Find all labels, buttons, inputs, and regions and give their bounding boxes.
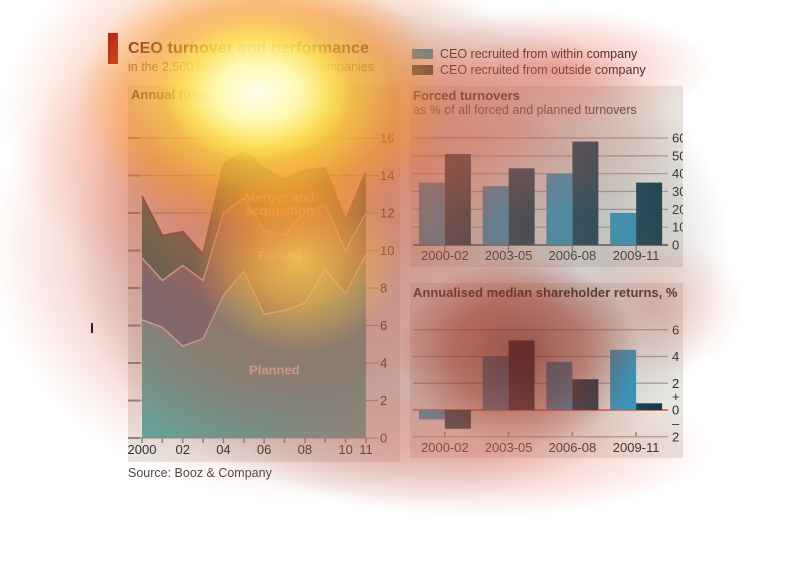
svg-text:6: 6 bbox=[672, 322, 679, 337]
panel-title: Forced turnovers bbox=[413, 88, 520, 103]
svg-text:30: 30 bbox=[672, 184, 683, 199]
svg-text:2006-08: 2006-08 bbox=[549, 248, 597, 263]
svg-text:10: 10 bbox=[338, 442, 352, 457]
legend-item-label: CEO recruited from outside company bbox=[440, 63, 646, 77]
svg-text:12: 12 bbox=[380, 206, 394, 221]
svg-text:2000-02: 2000-02 bbox=[421, 440, 469, 455]
svg-text:6: 6 bbox=[380, 318, 387, 333]
svg-text:0: 0 bbox=[672, 238, 679, 253]
panel-title: Annualised median shareholder returns, % bbox=[413, 285, 678, 300]
legend-item-outside: CEO recruited from outside company bbox=[412, 62, 646, 78]
svg-text:2: 2 bbox=[672, 429, 679, 444]
svg-text:60: 60 bbox=[672, 131, 683, 146]
panel-annual-turnover: Annual turnover by cause, % 0 2 4 6 8 10 12 14 1… bbox=[128, 85, 400, 462]
svg-text:10: 10 bbox=[380, 243, 394, 258]
brand-red-tab bbox=[108, 33, 118, 64]
svg-text:14: 14 bbox=[380, 168, 394, 183]
svg-text:16: 16 bbox=[380, 131, 394, 146]
svg-text:06: 06 bbox=[257, 442, 271, 457]
panel-shareholder-returns: Annualised median shareholder returns, %… bbox=[410, 283, 683, 458]
svg-text:Planned: Planned bbox=[249, 363, 300, 378]
svg-text:2000: 2000 bbox=[128, 442, 156, 457]
legend-swatch-outside bbox=[412, 65, 433, 75]
legend-item-label: CEO recruited from within company bbox=[440, 47, 638, 61]
legend-item-within: CEO recruited from within company bbox=[412, 46, 646, 62]
svg-text:acquisition: acquisition bbox=[245, 203, 314, 218]
svg-text:40: 40 bbox=[672, 166, 683, 181]
panel-forced-turnovers: Forced turnovers as % of all forced and … bbox=[410, 86, 683, 267]
svg-text:20: 20 bbox=[672, 202, 683, 217]
svg-text:Forced: Forced bbox=[258, 248, 301, 263]
svg-text:4: 4 bbox=[672, 349, 679, 364]
svg-text:2009-11: 2009-11 bbox=[613, 248, 660, 263]
svg-text:10: 10 bbox=[672, 220, 683, 235]
svg-text:4: 4 bbox=[380, 356, 387, 371]
stray-mark bbox=[91, 323, 93, 333]
svg-text:02: 02 bbox=[175, 442, 189, 457]
legend-swatch-within bbox=[412, 49, 433, 59]
legend: CEO recruited from within company CEO re… bbox=[412, 46, 646, 78]
svg-text:50: 50 bbox=[672, 148, 683, 163]
svg-text:11: 11 bbox=[359, 442, 373, 457]
panel-subtitle: as % of all forced and planned turnovers bbox=[413, 103, 637, 117]
svg-text:08: 08 bbox=[298, 442, 312, 457]
svg-text:2: 2 bbox=[380, 393, 387, 408]
svg-text:8: 8 bbox=[380, 281, 387, 296]
svg-text:0: 0 bbox=[380, 431, 387, 446]
panel-title: Annual turnover by cause, % bbox=[131, 87, 310, 102]
svg-text:04: 04 bbox=[216, 442, 230, 457]
svg-text:2003-05: 2003-05 bbox=[485, 248, 533, 263]
svg-text:2003-05: 2003-05 bbox=[485, 440, 533, 455]
svg-text:2000-02: 2000-02 bbox=[421, 248, 469, 263]
svg-text:2009-11: 2009-11 bbox=[613, 440, 660, 455]
source-note: Source: Booz & Company bbox=[128, 466, 272, 480]
svg-text:2006-08: 2006-08 bbox=[549, 440, 597, 455]
